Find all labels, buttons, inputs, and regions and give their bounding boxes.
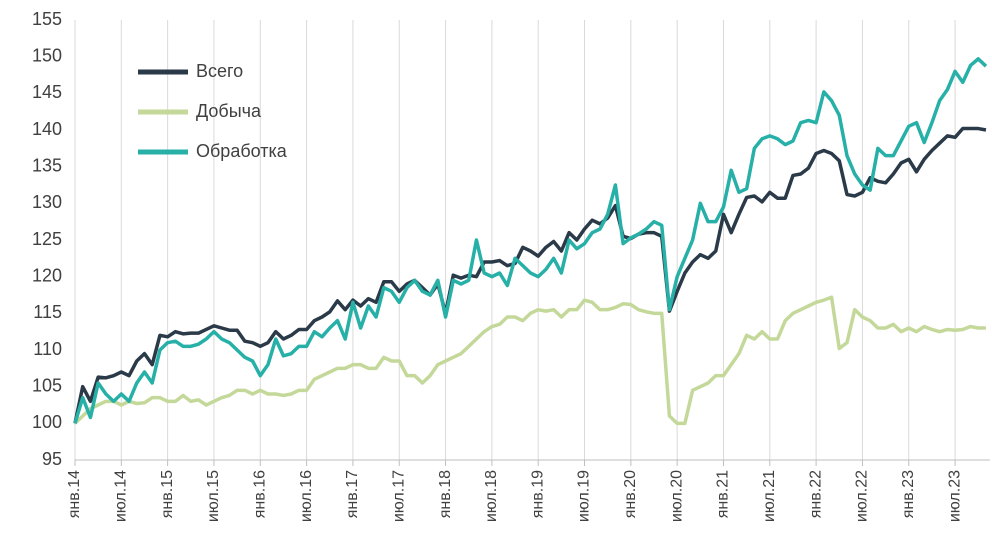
legend-label: Всего xyxy=(196,61,243,81)
legend-label: Обработка xyxy=(196,141,288,161)
x-tick-label: янв.20 xyxy=(622,470,639,518)
x-tick-label: янв.15 xyxy=(159,470,176,518)
x-tick-label: июл.16 xyxy=(298,470,315,522)
y-tick-label: 125 xyxy=(32,229,62,249)
y-tick-label: 145 xyxy=(32,82,62,102)
x-tick-label: июл.19 xyxy=(576,470,593,522)
y-tick-label: 155 xyxy=(32,9,62,29)
y-tick-label: 135 xyxy=(32,155,62,175)
y-tick-label: 100 xyxy=(32,412,62,432)
x-tick-label: янв.18 xyxy=(437,470,454,518)
y-tick-label: 150 xyxy=(32,45,62,65)
x-tick-label: янв.17 xyxy=(344,470,361,518)
y-tick-label: 120 xyxy=(32,265,62,285)
x-tick-label: янв.16 xyxy=(251,470,268,518)
y-tick-label: 140 xyxy=(32,119,62,139)
x-tick-label: янв.19 xyxy=(529,470,546,518)
legend-label: Добыча xyxy=(196,101,262,121)
x-tick-label: июл.17 xyxy=(390,470,407,522)
y-tick-label: 115 xyxy=(33,302,62,322)
x-tick-label: июл.23 xyxy=(946,470,963,522)
series-line xyxy=(73,126,987,424)
x-tick-label: июл.15 xyxy=(205,470,222,522)
x-tick-label: июл.20 xyxy=(668,470,685,522)
x-tick-label: июл.18 xyxy=(483,470,500,522)
x-tick-label: янв.21 xyxy=(715,470,732,518)
x-tick-label: янв.22 xyxy=(807,470,824,518)
x-tick-label: июл.21 xyxy=(761,470,778,522)
series-line xyxy=(73,295,986,426)
x-tick-label: июл.14 xyxy=(113,470,130,522)
series-line xyxy=(73,57,988,424)
y-tick-label: 130 xyxy=(32,192,62,212)
y-tick-label: 110 xyxy=(33,339,62,359)
x-tick-label: янв.23 xyxy=(900,470,917,518)
x-tick-label: июл.22 xyxy=(854,470,871,522)
y-tick-label: 95 xyxy=(42,449,62,469)
x-tick-label: янв.14 xyxy=(66,470,83,518)
y-tick-label: 105 xyxy=(32,375,62,395)
